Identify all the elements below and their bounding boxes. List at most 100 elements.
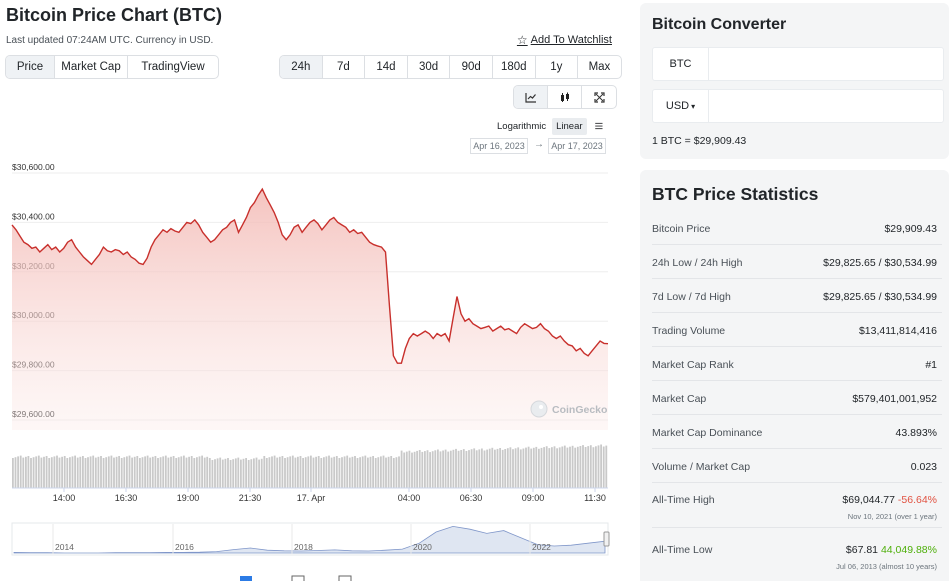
stat-row: Volume / Market Cap 0.023 (652, 449, 942, 483)
x-tick-label: 06:30 (460, 493, 483, 503)
volume-bar (561, 446, 564, 488)
volume-bar (558, 447, 561, 488)
date-to-input[interactable]: Apr 17, 2023 (548, 138, 606, 154)
usd-input-row[interactable]: USD ▾ (652, 89, 944, 123)
volume-bar (284, 458, 286, 488)
stat-row: 24h Low / 24h High $29,825.65 / $30,534.9… (652, 245, 942, 279)
tab-price[interactable]: Price (6, 56, 55, 78)
range-24h[interactable]: 24h (280, 56, 323, 78)
volume-bar (27, 456, 30, 488)
stat-label: Bitcoin Price (652, 223, 711, 235)
volume-bar (499, 448, 501, 488)
volume-bar (30, 458, 32, 488)
volume-bar (113, 457, 115, 488)
volume-bar (488, 448, 491, 488)
x-tick-label: 17. Apr (297, 493, 326, 503)
volume-bar (167, 457, 170, 488)
volume-bar (359, 457, 361, 488)
stat-label: Market Cap Rank (652, 359, 734, 371)
volume-bar (444, 449, 447, 488)
logarithmic-option[interactable]: Logarithmic (497, 121, 547, 132)
stat-value: $13,411,814,416 (858, 325, 937, 337)
volume-bar (224, 458, 227, 488)
stat-value: #1 (925, 359, 937, 371)
volume-bar (602, 446, 605, 488)
volume-bar (291, 455, 294, 488)
volume-bar (475, 450, 478, 488)
price-chart[interactable]: $30,600.00$30,400.00$30,200.00$30,000.00… (0, 160, 620, 581)
volume-bar (58, 457, 61, 488)
volume-bar (25, 456, 27, 488)
volume-bar (532, 447, 535, 488)
volume-bar (92, 455, 95, 488)
volume-bar (232, 459, 235, 488)
volume-bar (356, 458, 359, 488)
volume-bar (582, 445, 584, 488)
range-30d[interactable]: 30d (408, 56, 451, 78)
star-icon: ☆ (516, 33, 528, 47)
converter-title: Bitcoin Converter (652, 16, 787, 33)
stats-title: BTC Price Statistics (652, 184, 819, 204)
volume-bar (185, 457, 188, 488)
date-from-input[interactable]: Apr 16, 2023 (470, 138, 528, 154)
linear-option[interactable]: Linear (552, 118, 587, 135)
volume-bar (35, 456, 38, 488)
range-90d[interactable]: 90d (450, 56, 493, 78)
volume-bar (571, 445, 574, 488)
volume-bar (579, 446, 582, 488)
stat-row: Market Cap Dominance 43.893% (652, 415, 942, 449)
volume-bar (496, 448, 499, 488)
stat-row-ath: All-Time High $69,044.77 -56.64% Nov 10,… (652, 482, 942, 528)
volume-bar (328, 455, 330, 488)
volume-bars (12, 444, 608, 489)
volume-bar (398, 456, 400, 488)
volume-bar (221, 459, 224, 488)
volume-bar (196, 457, 198, 488)
volume-bar (460, 450, 463, 488)
volume-bar (294, 457, 297, 488)
tab-market-cap[interactable]: Market Cap (55, 56, 128, 78)
volume-bar (242, 458, 245, 488)
stat-label: 7d Low / 7d High (652, 291, 731, 303)
line-chart-icon (524, 92, 536, 103)
hamburger-menu-icon[interactable]: ≡ (594, 118, 604, 135)
chart-type-toggle (513, 85, 617, 109)
range-1y[interactable]: 1y (536, 56, 579, 78)
btc-input-row[interactable]: BTC (652, 47, 944, 81)
volume-bar (286, 457, 289, 488)
volume-bar (89, 456, 92, 488)
volume-bar (66, 458, 69, 488)
volume-bar (405, 451, 408, 488)
stat-row: Market Cap Rank #1 (652, 347, 942, 381)
volume-bar (97, 456, 100, 488)
navigator-handle[interactable] (603, 531, 610, 547)
volume-bar (403, 452, 406, 488)
volume-bar (151, 456, 154, 488)
tab-tradingview[interactable]: TradingView (141, 61, 205, 73)
volume-bar (32, 457, 35, 488)
range-14d[interactable]: 14d (365, 56, 408, 78)
x-tick-label: 14:00 (53, 493, 76, 503)
volume-bar (162, 456, 165, 488)
add-to-watchlist-link[interactable]: ☆ Add To Watchlist (517, 33, 612, 47)
volume-bar (369, 456, 372, 488)
volume-bar (110, 455, 113, 488)
line-chart-button[interactable] (514, 86, 548, 108)
range-7d[interactable]: 7d (323, 56, 366, 78)
page-title: Bitcoin Price Chart (BTC) (6, 5, 223, 25)
candlestick-chart-button[interactable] (548, 86, 582, 108)
volume-bar (452, 449, 455, 488)
volume-bar (563, 445, 566, 488)
usd-currency-select[interactable]: USD ▾ (653, 90, 709, 122)
range-180d[interactable]: 180d (493, 56, 536, 78)
fullscreen-button[interactable] (582, 86, 616, 108)
volume-bar (426, 450, 429, 488)
chart-panel: Bitcoin Price Chart (BTC) Last updated 0… (0, 5, 622, 581)
range-max[interactable]: Max (588, 61, 611, 73)
stat-value: $29,825.65 / $30,534.99 (823, 291, 937, 303)
watchlist-label: Add To Watchlist (530, 34, 612, 46)
navigator[interactable]: 2014 2016 2018 2020 2022 (11, 522, 610, 556)
ath-value: $69,044.77 (842, 494, 895, 506)
volume-bar (597, 445, 600, 488)
volume-bar (605, 445, 608, 488)
